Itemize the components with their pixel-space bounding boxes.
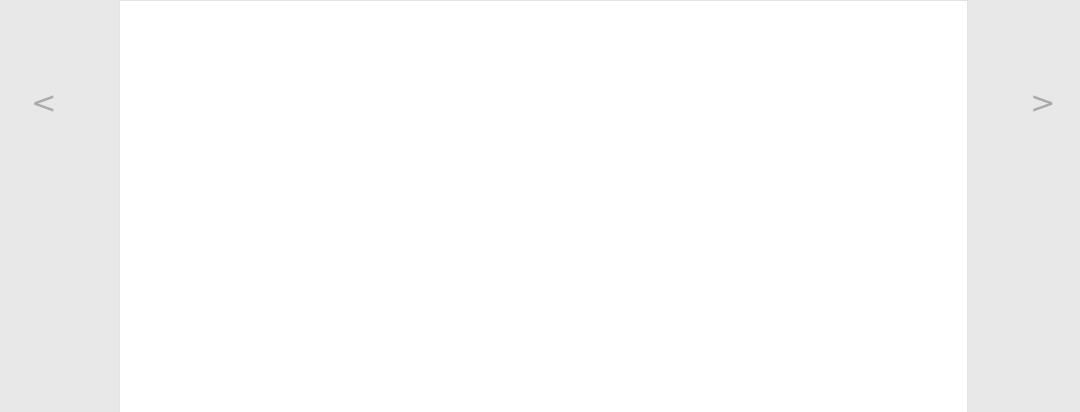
Text: 8: 8: [355, 323, 365, 338]
Text: >: >: [1029, 91, 1055, 119]
Text: can be used to describe the speed-density relationship of a highway, determine t: can be used to describe the speed-densit…: [152, 130, 886, 145]
Text: k (veh/mi): k (veh/mi): [323, 229, 397, 243]
Text: $\bar{u}_s = u_f e^{-k/k_j},$: $\bar{u}_s = u_f e^{-k/k_j},$: [152, 64, 253, 88]
Text: <: <: [30, 91, 56, 119]
Text: 50: 50: [351, 291, 370, 307]
Text: 38.4: 38.4: [543, 260, 577, 274]
Text: the highway from the data below using regression analysis.: the highway from the data below using re…: [152, 179, 609, 194]
Text: 33.8: 33.8: [542, 291, 577, 307]
Text: 53.2: 53.2: [543, 323, 577, 338]
Text: Assuming that the expression:: Assuming that the expression:: [152, 14, 386, 29]
Text: 31: 31: [351, 355, 370, 370]
Text: 42.3: 42.3: [543, 355, 577, 370]
Text: Under what flow conditions is the above model valid?: Under what flow conditions is the above …: [152, 371, 563, 386]
Text: 43: 43: [351, 260, 370, 274]
Text: $\bar{u}_s$ (mi/h): $\bar{u}_s$ (mi/h): [527, 229, 592, 247]
